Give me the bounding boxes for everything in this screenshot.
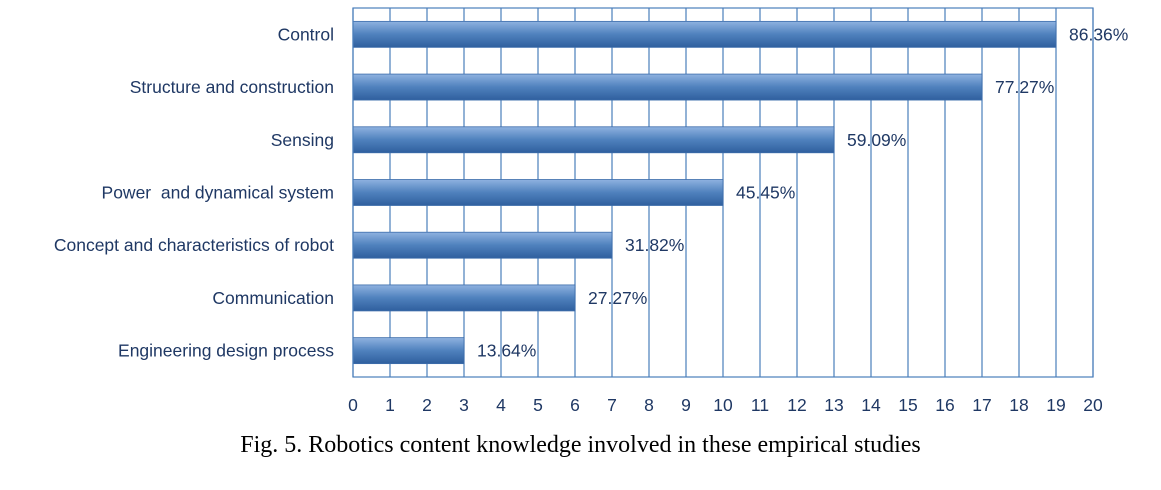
x-tick-label: 3 bbox=[459, 395, 469, 415]
x-tick-label: 12 bbox=[787, 395, 806, 415]
bar-chart: Control Structure and construction Sensing… bbox=[54, 7, 1128, 415]
bar bbox=[352, 284, 576, 312]
x-tick-label: 20 bbox=[1083, 395, 1103, 415]
x-axis-tick-labels: 0 1 2 3 4 5 6 7 8 9 10 11 12 13 14 15 16 17 18 19 20 bbox=[348, 395, 1103, 415]
bar bbox=[352, 231, 613, 259]
x-tick-label: 18 bbox=[1009, 395, 1028, 415]
x-tick-label: 16 bbox=[935, 395, 954, 415]
x-tick-label: 8 bbox=[644, 395, 654, 415]
x-tick-label: 19 bbox=[1046, 395, 1065, 415]
x-tick-label: 2 bbox=[422, 395, 432, 415]
x-tick-label: 6 bbox=[570, 395, 580, 415]
bar bbox=[352, 337, 465, 365]
x-tick-label: 17 bbox=[972, 395, 991, 415]
x-tick-label: 15 bbox=[898, 395, 917, 415]
category-label: Communication bbox=[212, 288, 334, 308]
category-label: Engineering design process bbox=[118, 341, 334, 361]
bar bbox=[352, 20, 1057, 48]
category-label: Control bbox=[278, 24, 334, 44]
category-labels: Control Structure and construction Sensing… bbox=[54, 24, 334, 360]
x-tick-label: 0 bbox=[348, 395, 358, 415]
data-labels: 86.36% 77.27% 59.09% 45.45% 31.82% 27.27% 13.6… bbox=[477, 24, 1128, 360]
x-tick-label: 13 bbox=[824, 395, 843, 415]
category-label: Sensing bbox=[271, 130, 334, 150]
data-label: 86.36% bbox=[1069, 24, 1128, 44]
x-tick-label: 1 bbox=[385, 395, 395, 415]
data-label: 13.64% bbox=[477, 341, 536, 361]
x-tick-label: 11 bbox=[751, 395, 769, 415]
plot-area-frame bbox=[352, 7, 1094, 378]
data-label: 59.09% bbox=[847, 130, 906, 150]
category-label: Power and dynamical system bbox=[102, 183, 334, 203]
bar bbox=[352, 73, 983, 101]
data-label: 27.27% bbox=[588, 288, 647, 308]
bar bbox=[352, 126, 835, 154]
category-label: Structure and construction bbox=[130, 77, 334, 97]
data-label: 45.45% bbox=[736, 183, 795, 203]
figure-caption: Fig. 5. Robotics content knowledge invol… bbox=[240, 432, 921, 458]
x-tick-label: 10 bbox=[713, 395, 733, 415]
x-tick-label: 4 bbox=[496, 395, 506, 415]
bar bbox=[352, 179, 724, 206]
x-tick-label: 14 bbox=[861, 395, 881, 415]
bars bbox=[352, 20, 1057, 365]
data-label: 77.27% bbox=[995, 77, 1054, 97]
data-label: 31.82% bbox=[625, 235, 684, 255]
x-tick-label: 9 bbox=[681, 395, 691, 415]
x-tick-label: 5 bbox=[533, 395, 543, 415]
category-label: Concept and characteristics of robot bbox=[54, 235, 334, 255]
grid bbox=[352, 8, 1094, 377]
x-tick-label: 7 bbox=[607, 395, 617, 415]
